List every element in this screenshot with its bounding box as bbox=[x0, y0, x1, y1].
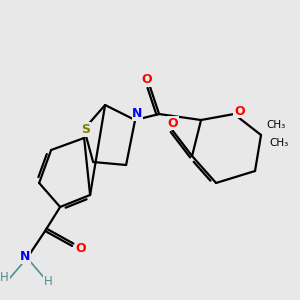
Text: CH₃: CH₃ bbox=[266, 119, 286, 130]
Text: O: O bbox=[234, 104, 245, 118]
Text: O: O bbox=[142, 73, 152, 86]
Text: H: H bbox=[0, 271, 9, 284]
Text: O: O bbox=[167, 116, 178, 130]
Text: H: H bbox=[44, 275, 52, 288]
Text: O: O bbox=[76, 242, 86, 255]
Text: N: N bbox=[132, 107, 143, 120]
Text: CH₃: CH₃ bbox=[269, 137, 289, 148]
Text: N: N bbox=[20, 250, 30, 263]
Text: S: S bbox=[81, 123, 90, 136]
